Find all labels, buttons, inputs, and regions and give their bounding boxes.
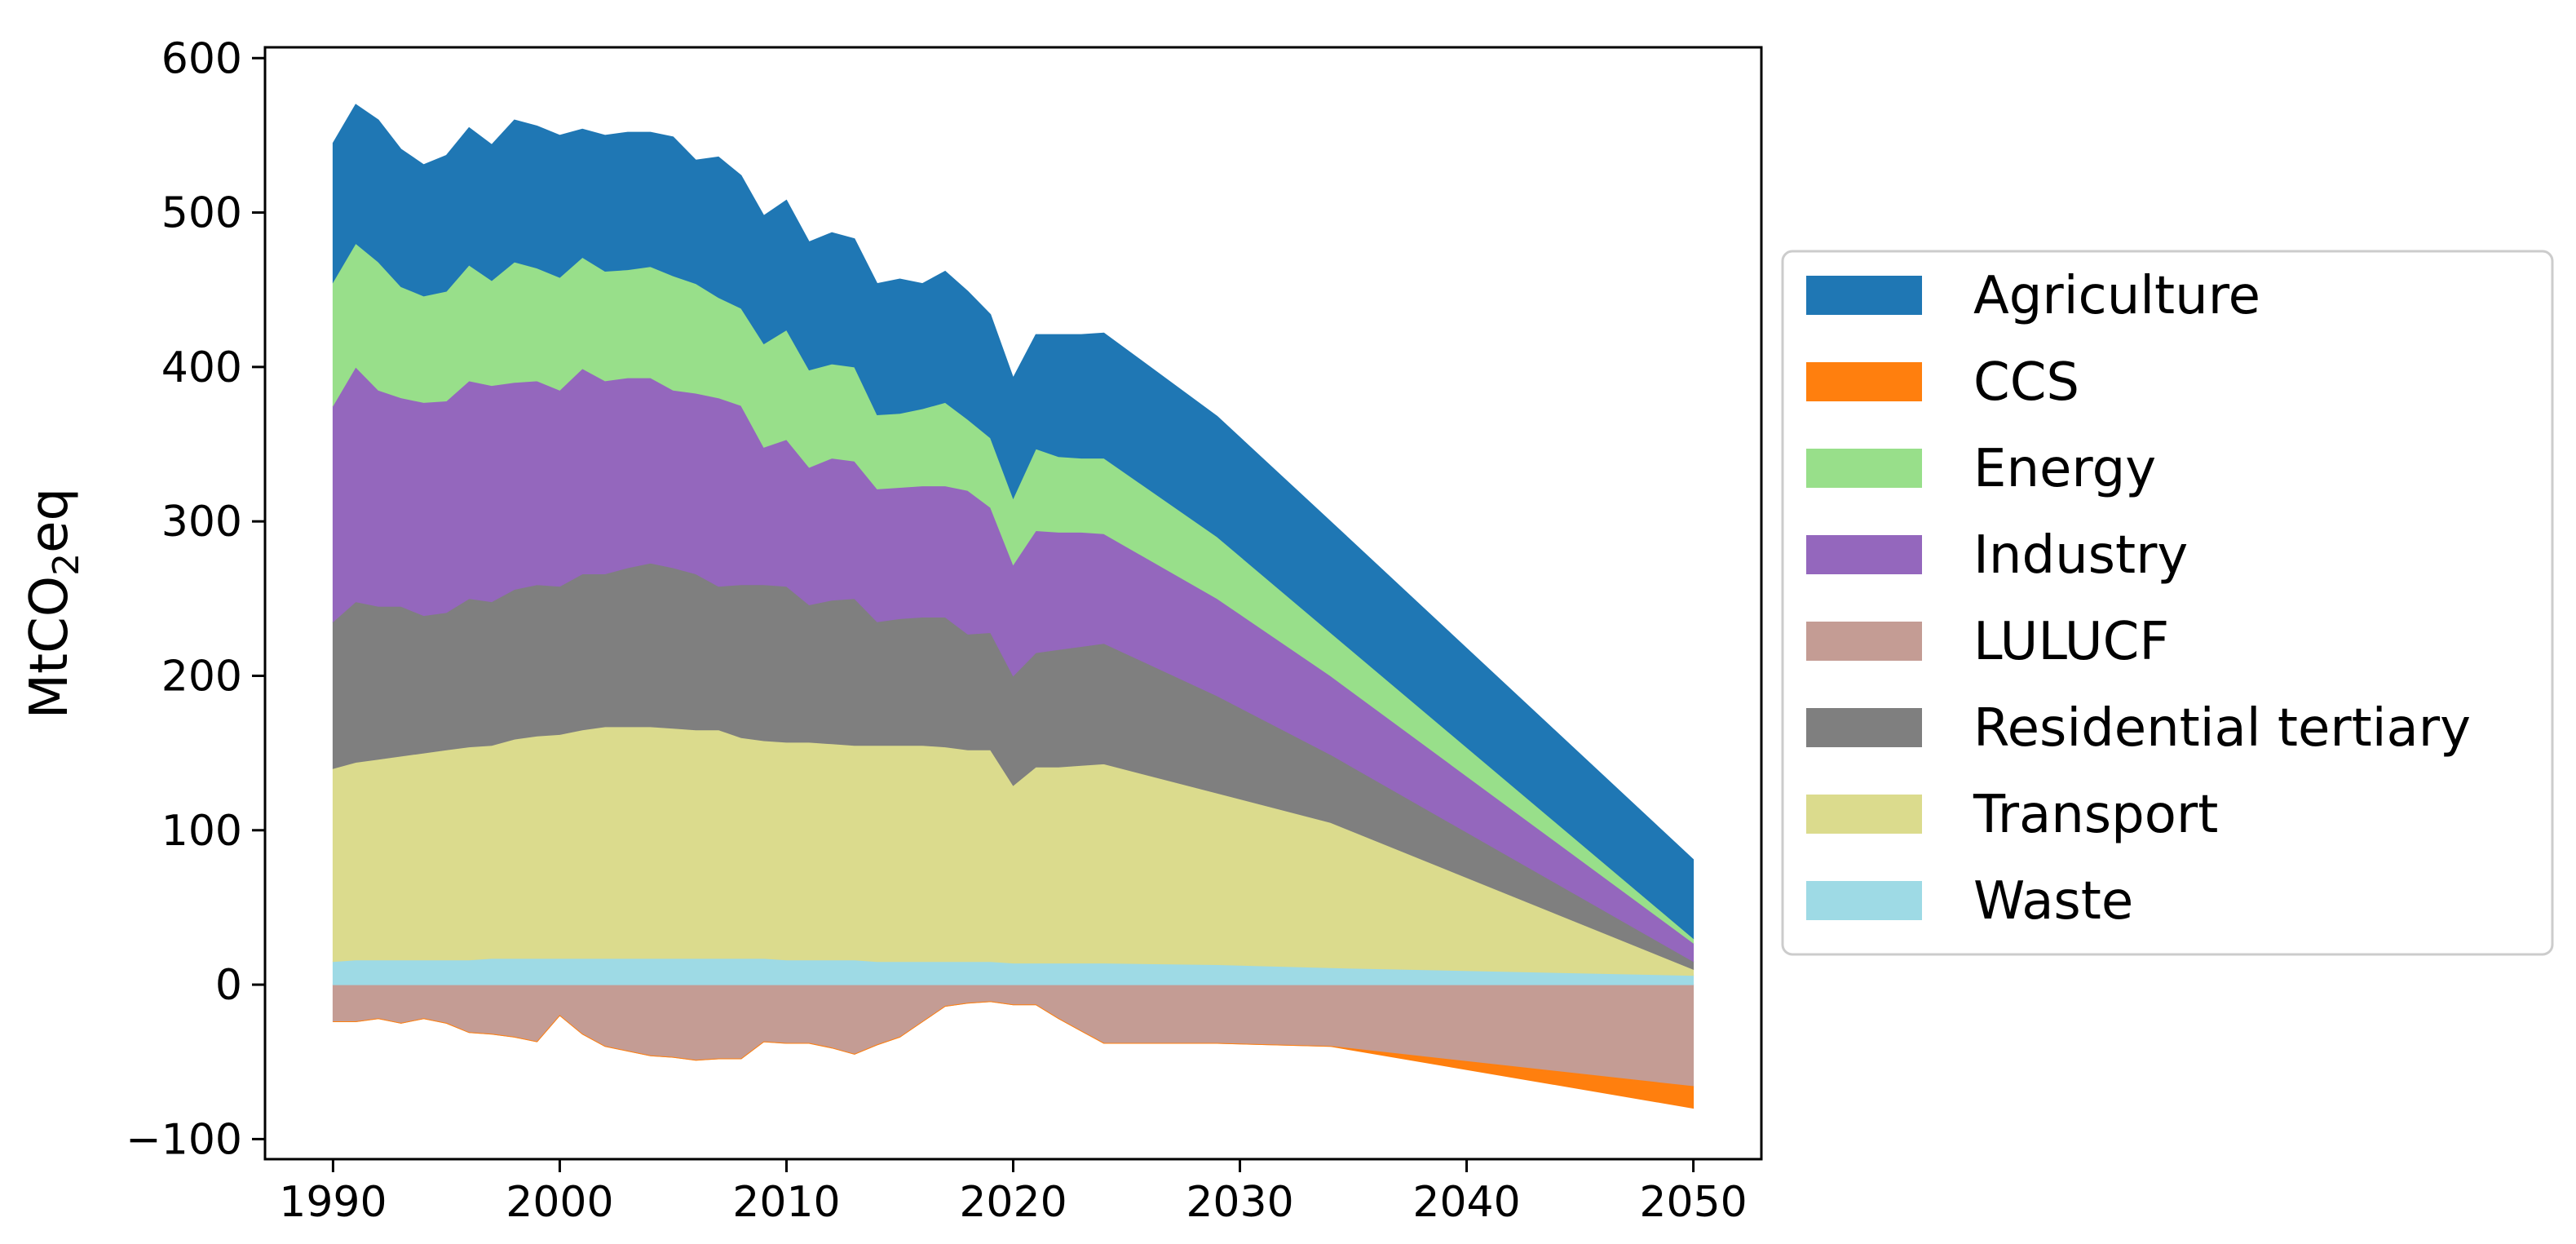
legend-label-ccs: CCS [1973,352,2079,413]
x-axis: 1990 2000 2010 2020 2030 2040 2050 [279,1159,1748,1227]
y-axis-title: MtCO2eq [20,488,87,719]
legend-swatch-agriculture [1806,276,1922,315]
legend-swatch-ccs [1806,362,1922,401]
y-tick-label: 600 [161,34,242,83]
legend-swatch-residential-tertiary [1806,708,1922,747]
y-tick-label: 500 [161,189,242,238]
x-tick-label: 2000 [506,1178,613,1227]
y-axis-title-subscript: 2 [46,553,87,576]
y-axis-title-suffix: eq [20,488,80,553]
y-axis: −100 0 100 200 300 400 500 600 [126,34,265,1164]
legend-label-agriculture: Agriculture [1973,266,2260,326]
legend-label-lulucf: LULUCF [1973,612,2169,672]
legend-frame [1781,250,2554,956]
y-tick-label: 400 [161,343,242,392]
y-tick-label: −100 [126,1115,242,1164]
y-tick-label: 0 [215,961,242,1010]
legend-label-residential-tertiary: Residential tertiary [1973,698,2471,759]
y-tick-label: 200 [161,652,242,701]
y-tick-label: 300 [161,498,242,547]
x-tick-label: 2040 [1412,1178,1520,1227]
legend-label-transport: Transport [1973,785,2218,845]
x-tick-label: 2030 [1186,1178,1293,1227]
y-tick-label: 100 [161,807,242,856]
legend-swatch-waste [1806,881,1922,920]
area-layers [332,104,1695,1109]
area-ccs [333,1001,1695,1109]
x-tick-label: 2020 [959,1178,1067,1227]
legend-label-energy: Energy [1973,439,2156,499]
legend-label-waste: Waste [1973,871,2133,932]
legend-label-industry: Industry [1973,525,2188,586]
legend: Agriculture CCS Energy Industry LULUCF Reside… [1781,250,2554,956]
legend-swatch-energy [1806,449,1922,488]
x-tick-label: 1990 [279,1178,387,1227]
y-axis-title-prefix: MtCO [20,576,80,719]
legend-swatch-lulucf [1806,622,1922,661]
area-agriculture [332,104,1695,940]
x-tick-label: 2050 [1639,1178,1747,1227]
legend-swatch-industry [1806,535,1922,574]
legend-swatch-transport [1806,795,1922,834]
x-tick-label: 2010 [732,1178,840,1227]
